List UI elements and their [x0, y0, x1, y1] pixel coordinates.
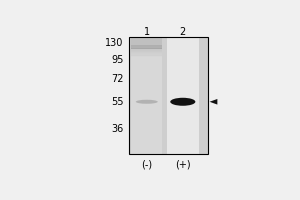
Bar [131, 55, 163, 56]
Bar [131, 46, 163, 47]
Bar [131, 53, 163, 54]
Text: 2: 2 [180, 27, 186, 37]
Ellipse shape [170, 98, 195, 106]
Bar [131, 54, 163, 55]
Text: 55: 55 [111, 97, 124, 107]
Bar [131, 55, 163, 56]
Bar [131, 48, 163, 49]
Text: 1: 1 [144, 27, 150, 37]
Bar [131, 56, 163, 57]
Bar [131, 37, 163, 154]
Bar [131, 48, 163, 49]
Bar [131, 45, 163, 46]
Text: 95: 95 [111, 55, 124, 65]
Polygon shape [210, 99, 218, 105]
Bar [167, 37, 199, 154]
Ellipse shape [136, 100, 158, 104]
Bar [129, 37, 208, 154]
Bar [131, 50, 163, 51]
Bar [131, 52, 163, 53]
Text: 36: 36 [111, 124, 124, 134]
Text: 130: 130 [105, 38, 124, 48]
Bar [131, 51, 163, 52]
Text: 72: 72 [111, 74, 124, 84]
Bar [131, 49, 163, 50]
Bar [131, 47, 163, 48]
Bar [131, 37, 163, 49]
Text: (+): (+) [175, 160, 190, 170]
Text: (-): (-) [141, 160, 152, 170]
Bar [129, 37, 208, 154]
